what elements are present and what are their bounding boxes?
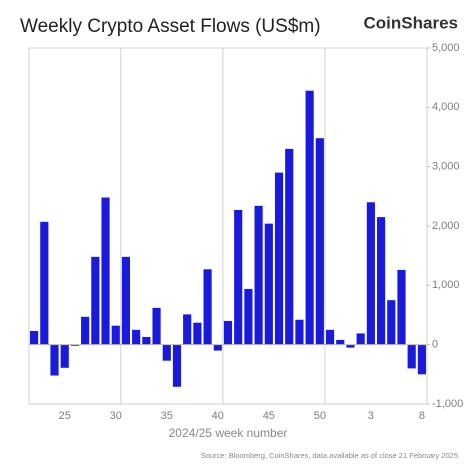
bar <box>40 221 49 345</box>
y-tick-label: 3,000 <box>432 161 460 173</box>
x-tick-label: 30 <box>110 410 122 422</box>
bar <box>356 333 365 345</box>
bar <box>81 316 90 345</box>
x-tick-label: 40 <box>212 410 224 422</box>
bar <box>203 269 212 345</box>
x-tick-label: 35 <box>161 410 173 422</box>
bar <box>213 344 222 351</box>
x-tick-label: 3 <box>368 410 374 422</box>
bar <box>101 197 110 345</box>
x-tick-label: 8 <box>419 410 425 422</box>
bar <box>407 344 416 369</box>
bar <box>193 322 202 345</box>
bar <box>264 223 273 345</box>
source: Source: Bloomberg, CoinShares, data avai… <box>201 451 458 460</box>
brand: CoinShares <box>364 13 458 32</box>
x-tick-label: 50 <box>314 410 326 422</box>
y-tick-label: -1,000 <box>432 398 463 410</box>
bar <box>60 344 69 368</box>
bar <box>142 336 151 345</box>
bar <box>295 319 304 345</box>
chart-title: Weekly Crypto Asset Flows (US$m) <box>20 16 321 37</box>
bar <box>172 344 182 387</box>
bar <box>91 256 100 345</box>
x-tick-label: 25 <box>59 410 71 422</box>
bar <box>325 329 335 345</box>
bar <box>315 138 324 345</box>
bar <box>305 90 314 345</box>
x-tick-label: 45 <box>263 410 275 422</box>
y-tick-label: 0 <box>432 339 438 351</box>
bar <box>346 344 355 348</box>
bar <box>376 217 386 345</box>
y-tick-label: 4,000 <box>432 101 460 113</box>
bar <box>223 320 233 345</box>
bar <box>387 300 396 345</box>
bar <box>70 344 80 346</box>
bar <box>30 331 39 345</box>
bar <box>366 202 375 345</box>
bar <box>417 344 426 375</box>
y-tick-label: 2,000 <box>432 220 460 232</box>
bar <box>336 339 345 345</box>
bar <box>397 269 406 345</box>
y-tick-label: 5,000 <box>432 42 460 54</box>
bar <box>234 209 243 345</box>
bar <box>274 172 284 345</box>
bar <box>244 288 253 345</box>
bar <box>285 148 294 345</box>
bar <box>183 314 192 345</box>
bar <box>111 325 120 345</box>
y-tick-label: 1,000 <box>432 279 460 291</box>
bar <box>121 256 131 345</box>
bar <box>162 344 171 361</box>
bar <box>50 344 59 376</box>
bar <box>254 205 263 345</box>
x-axis-label: 2024/25 week number <box>169 426 288 440</box>
bar <box>132 329 141 345</box>
bar <box>152 307 161 345</box>
